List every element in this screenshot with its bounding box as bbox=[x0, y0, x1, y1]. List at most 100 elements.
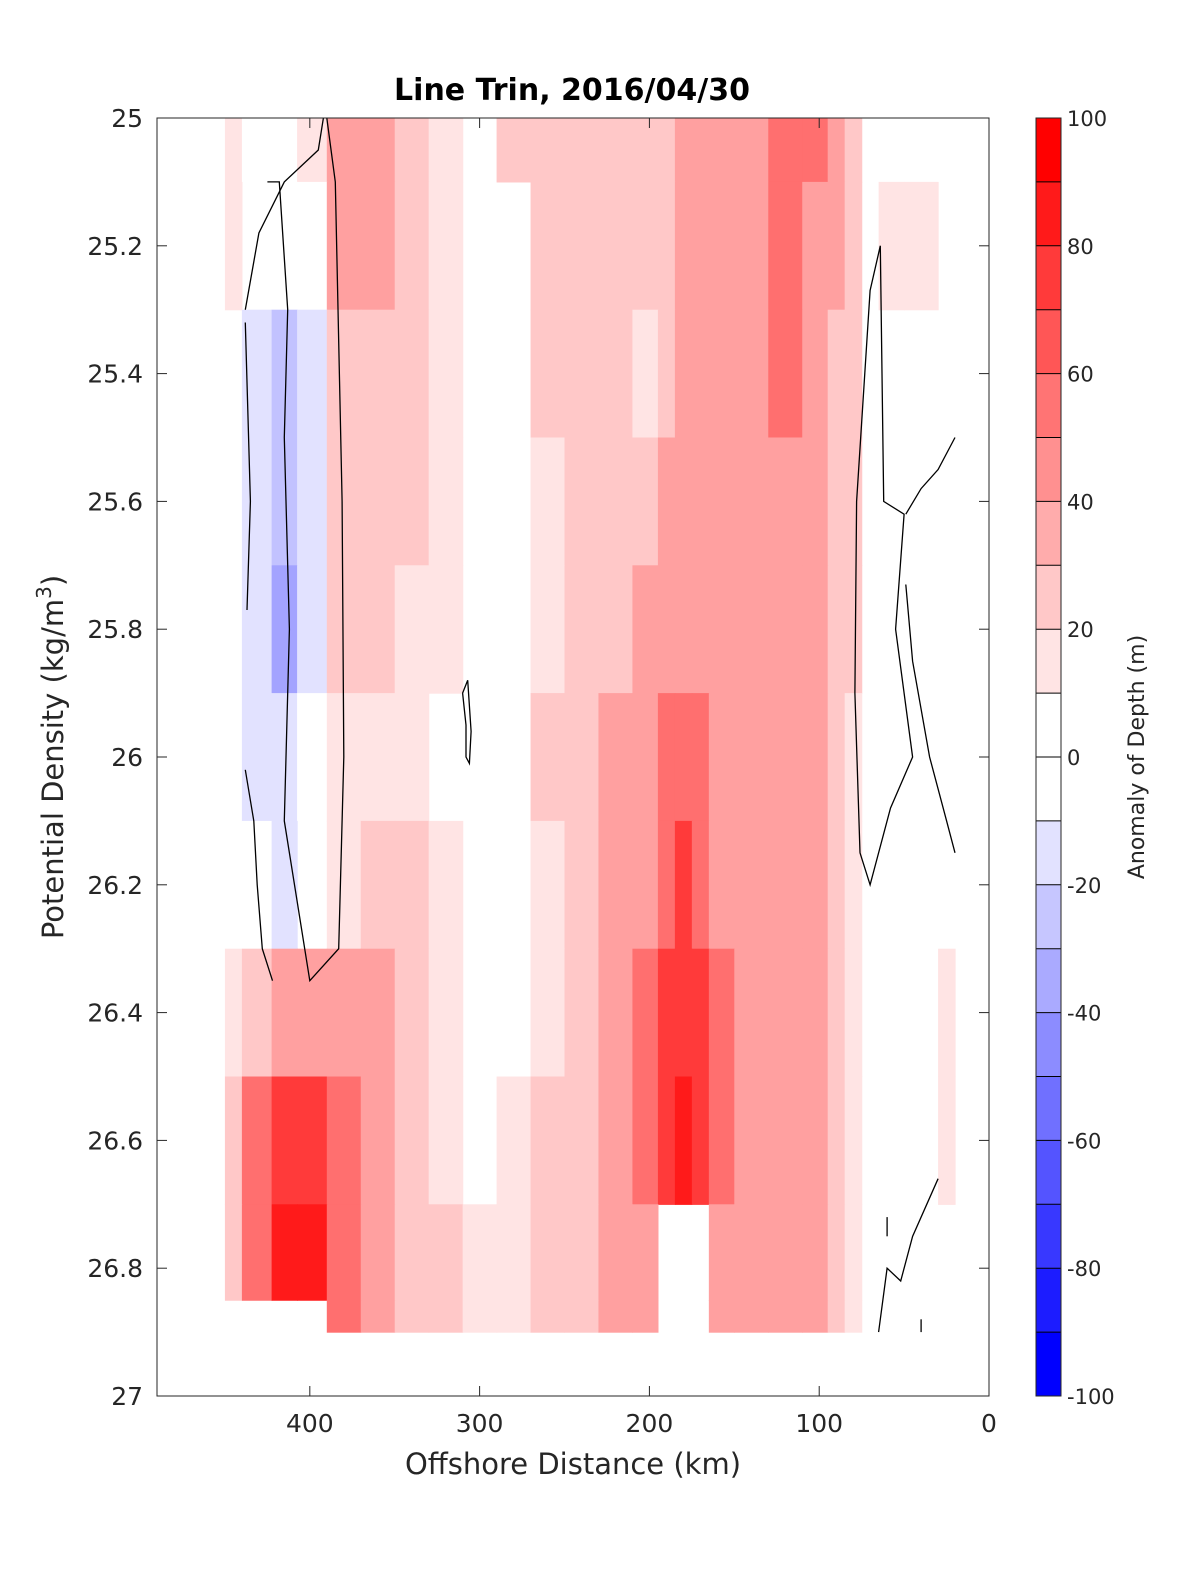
field-cell bbox=[271, 948, 298, 1078]
colorbar-frame bbox=[1035, 117, 1062, 1397]
field-cell bbox=[530, 565, 566, 694]
y-tick-label: 26.2 bbox=[87, 871, 143, 900]
field-cell bbox=[844, 309, 863, 439]
field-cell bbox=[530, 118, 566, 183]
field-cell bbox=[691, 820, 710, 950]
field-cell bbox=[394, 437, 430, 566]
field-cell bbox=[674, 1076, 693, 1205]
field-cell bbox=[708, 118, 735, 183]
field-cell bbox=[428, 820, 464, 950]
field-cell bbox=[734, 1204, 769, 1301]
field-cell bbox=[802, 693, 829, 822]
field-cell bbox=[691, 309, 710, 439]
field-cell bbox=[360, 118, 396, 183]
field-cell bbox=[708, 820, 735, 950]
field-cell bbox=[394, 118, 430, 183]
field-cell bbox=[708, 309, 735, 439]
field-cell bbox=[827, 437, 846, 566]
field-cell bbox=[802, 1204, 829, 1301]
field-cell bbox=[564, 693, 600, 822]
field-cell bbox=[598, 309, 634, 439]
colorbar-segment bbox=[1036, 1076, 1061, 1141]
field-cell bbox=[326, 820, 362, 950]
field-cell bbox=[428, 1204, 464, 1301]
field-cell bbox=[802, 1076, 829, 1205]
field-cell bbox=[598, 1204, 634, 1301]
field-cell bbox=[768, 1300, 803, 1333]
field-cell bbox=[657, 437, 676, 566]
colorbar-segment bbox=[1036, 948, 1061, 1014]
field-cell bbox=[827, 118, 846, 183]
field-cell bbox=[271, 1204, 298, 1301]
field-cell bbox=[297, 181, 328, 311]
field-cell bbox=[241, 1076, 273, 1205]
field-cell bbox=[428, 118, 464, 183]
field-cell bbox=[632, 948, 659, 1078]
field-cell bbox=[768, 565, 803, 694]
field-cell bbox=[462, 1204, 498, 1301]
field-cell bbox=[530, 820, 566, 950]
zero-contour-lines bbox=[244, 117, 956, 1333]
field-cell bbox=[598, 1076, 634, 1205]
field-cell bbox=[598, 693, 634, 822]
field-cell bbox=[297, 437, 328, 566]
colorbar-segment bbox=[1036, 629, 1061, 694]
field-cell bbox=[326, 309, 362, 439]
colorbar-tick-label: 20 bbox=[1067, 618, 1094, 642]
y-axis: 25 25.2 25.4 25.6 25.8 26 26.2 26.4 26.6 26.8 27 bbox=[87, 104, 989, 1411]
field-cell bbox=[394, 948, 430, 1078]
colorbar-label: Anomaly of Depth (m) bbox=[1125, 635, 1150, 879]
field-cell bbox=[326, 437, 362, 566]
field-cell bbox=[271, 181, 298, 311]
field-cell bbox=[708, 1204, 735, 1301]
field-cell bbox=[827, 948, 846, 1078]
field-cell bbox=[734, 118, 769, 183]
colorbar-tick-label: -20 bbox=[1067, 874, 1101, 898]
field-cell bbox=[844, 820, 863, 950]
anomaly-field bbox=[224, 118, 956, 1333]
field-cell bbox=[802, 948, 829, 1078]
field-cell bbox=[691, 437, 710, 566]
x-axis-label: Offshore Distance (km) bbox=[405, 1447, 741, 1481]
field-cell bbox=[734, 1300, 769, 1333]
field-cell bbox=[827, 1076, 846, 1205]
field-cell bbox=[241, 565, 273, 694]
x-tick-label: 100 bbox=[795, 1409, 843, 1438]
field-cell bbox=[428, 437, 464, 566]
field-cell bbox=[598, 565, 634, 694]
field-cell bbox=[394, 1300, 430, 1333]
field-cell bbox=[657, 118, 676, 183]
field-cell bbox=[657, 181, 676, 311]
field-cell bbox=[530, 181, 566, 311]
field-cell bbox=[734, 565, 769, 694]
field-cell bbox=[360, 1076, 396, 1205]
field-cell bbox=[802, 820, 829, 950]
field-cell bbox=[632, 565, 659, 694]
field-cell bbox=[326, 1076, 362, 1205]
field-cell bbox=[674, 820, 693, 950]
field-cell bbox=[827, 693, 846, 822]
field-cell bbox=[691, 565, 710, 694]
colorbar-segment bbox=[1036, 245, 1061, 311]
field-cell bbox=[360, 437, 396, 566]
colorbar-segment bbox=[1036, 757, 1061, 822]
zero-contour bbox=[244, 322, 252, 611]
zero-contour bbox=[461, 680, 472, 766]
y-tick-label: 27 bbox=[111, 1382, 143, 1411]
field-cell bbox=[657, 565, 676, 694]
y-tick-label: 25.8 bbox=[87, 615, 143, 644]
field-cell bbox=[674, 309, 693, 439]
field-cell bbox=[297, 565, 328, 694]
field-cell bbox=[564, 820, 600, 950]
x-tick-label: 300 bbox=[456, 1409, 504, 1438]
colorbar-tick-label: 40 bbox=[1067, 490, 1094, 514]
field-cell bbox=[734, 181, 769, 311]
field-cell bbox=[844, 693, 863, 822]
y-tick-label: 26.4 bbox=[87, 999, 143, 1028]
field-cell bbox=[827, 309, 846, 439]
field-cell bbox=[428, 309, 464, 439]
field-cell bbox=[428, 565, 464, 694]
field-cell bbox=[224, 181, 243, 311]
colorbar-tick-label: 80 bbox=[1067, 235, 1094, 259]
